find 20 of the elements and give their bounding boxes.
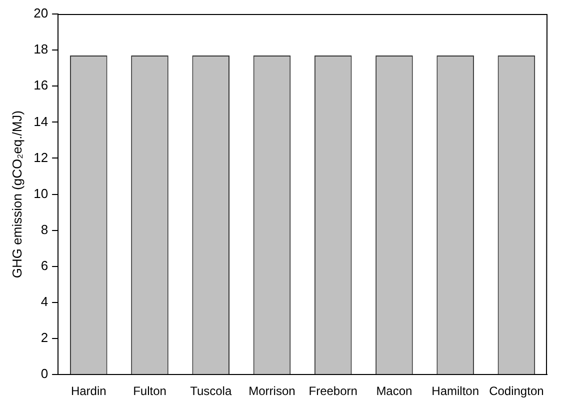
x-tick-label: Tuscola: [190, 384, 232, 398]
y-tick-label: 2: [40, 330, 48, 346]
y-tick-label: 20: [34, 6, 48, 21]
x-tick-label: Fulton: [133, 384, 166, 398]
y-tick-label: 14: [34, 114, 48, 129]
x-tick-label: Hamilton: [432, 384, 480, 398]
x-tick-label: Codington: [489, 384, 544, 398]
x-tick-label: Hardin: [70, 384, 106, 398]
y-tick-label: 18: [34, 42, 48, 57]
x-tick-label: Freeborn: [308, 384, 358, 398]
y-tick-label: 10: [34, 186, 48, 201]
y-tick-label: 12: [34, 150, 48, 165]
y-axis-title: GHG emission (gCO₂eq./MJ): [9, 110, 24, 278]
y-tick-label: 6: [40, 258, 48, 273]
y-tick-label: 16: [34, 78, 48, 93]
y-tick-label: 0: [40, 366, 48, 382]
y-tick-label: 8: [40, 222, 48, 237]
y-tick-label: 4: [40, 294, 48, 310]
x-tick-label: Macon: [376, 384, 412, 398]
x-tick-label: Morrison: [248, 384, 296, 398]
